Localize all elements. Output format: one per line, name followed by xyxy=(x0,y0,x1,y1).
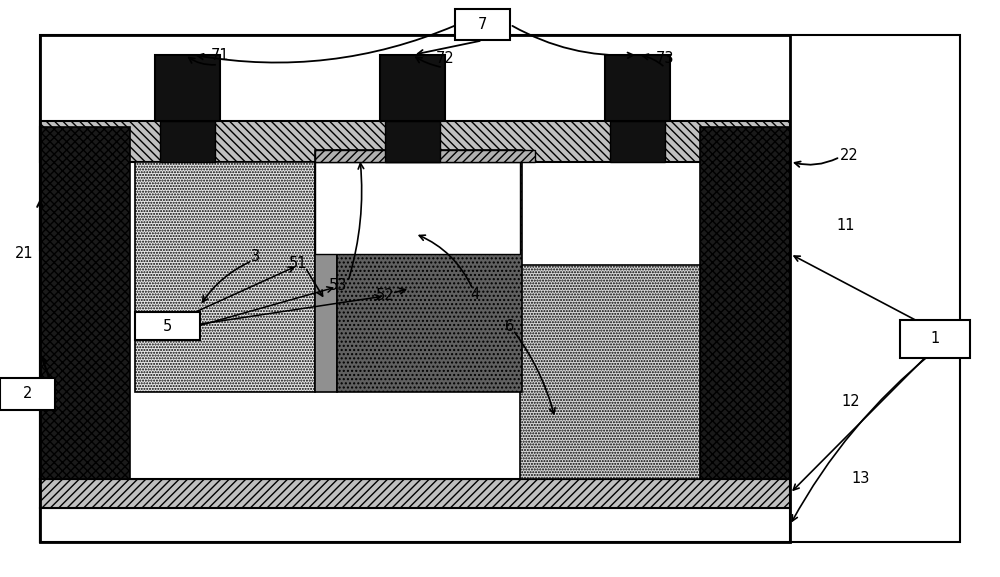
Bar xyxy=(315,162,520,254)
Bar xyxy=(520,265,700,479)
Text: 7: 7 xyxy=(478,17,487,32)
Text: 72: 72 xyxy=(436,51,454,66)
Bar xyxy=(315,150,535,162)
Bar xyxy=(900,320,970,358)
Bar xyxy=(40,35,960,542)
Bar xyxy=(385,121,440,162)
Text: 1: 1 xyxy=(930,332,940,346)
Bar xyxy=(135,162,315,392)
Bar xyxy=(40,508,790,542)
Bar xyxy=(160,121,215,162)
Bar xyxy=(40,479,790,508)
Bar xyxy=(40,35,790,542)
Bar xyxy=(337,150,522,392)
Bar xyxy=(135,312,200,340)
Text: 4: 4 xyxy=(470,287,480,302)
Bar xyxy=(455,9,510,40)
Text: 51: 51 xyxy=(289,256,307,271)
Text: 5: 5 xyxy=(163,319,172,334)
Bar xyxy=(610,121,665,162)
Text: 2: 2 xyxy=(23,387,32,401)
Text: 21: 21 xyxy=(15,246,33,261)
Bar xyxy=(605,55,670,121)
Text: 3: 3 xyxy=(250,249,260,264)
Bar xyxy=(155,55,220,121)
Text: 71: 71 xyxy=(211,48,229,63)
Bar xyxy=(40,127,130,479)
Text: 11: 11 xyxy=(836,218,855,233)
Text: 13: 13 xyxy=(852,471,870,486)
Text: 12: 12 xyxy=(841,394,860,409)
Text: 52: 52 xyxy=(376,288,394,303)
Bar xyxy=(380,55,445,121)
Bar xyxy=(700,127,790,479)
Text: 6: 6 xyxy=(505,319,515,334)
Text: 73: 73 xyxy=(656,51,674,66)
Bar xyxy=(0,378,55,410)
Bar xyxy=(315,150,337,392)
Text: 53: 53 xyxy=(329,278,347,293)
Bar xyxy=(40,127,790,479)
Text: 22: 22 xyxy=(840,148,859,163)
Bar xyxy=(40,121,790,162)
